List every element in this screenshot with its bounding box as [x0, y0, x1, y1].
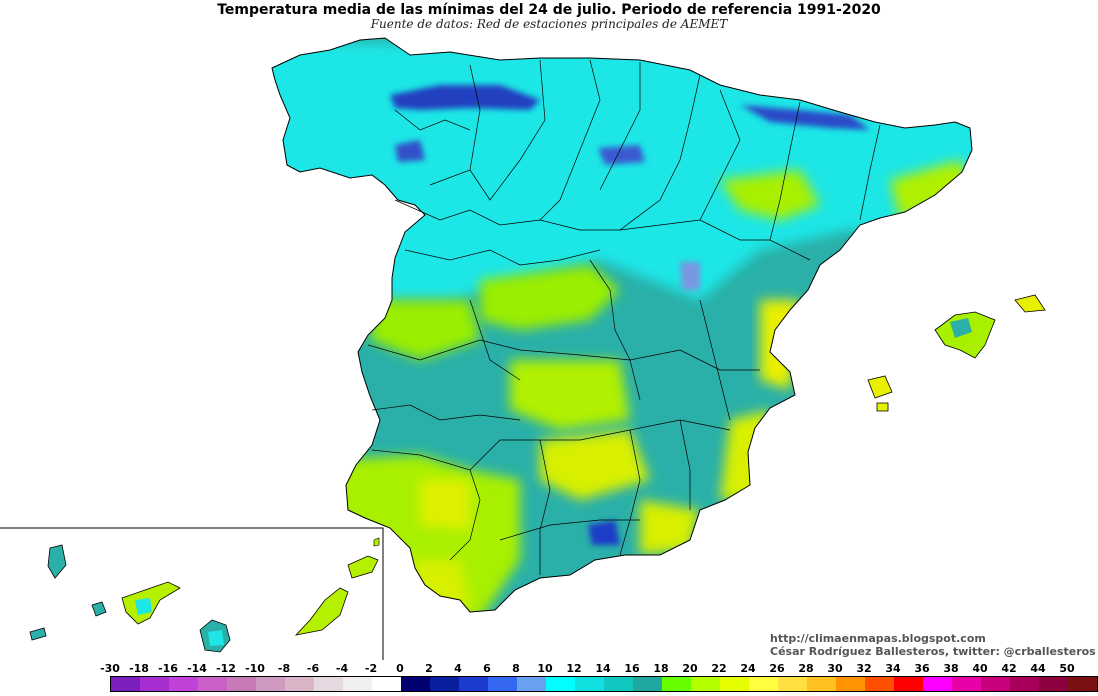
- legend-labels: -30 -18 -16 -14 -12 -10 -8 -6 -4 -2 0 2 4 6 8 10 12 14 16 1…: [95, 662, 1090, 676]
- legend-label: 16: [624, 662, 640, 675]
- legend-label: -4: [335, 662, 349, 675]
- legend-label: 6: [483, 662, 491, 675]
- legend-label: 44: [1030, 662, 1046, 675]
- legend-swatch: [517, 677, 546, 691]
- legend-label: 0: [396, 662, 404, 675]
- legend-swatch: [546, 677, 575, 691]
- legend-swatch: [865, 677, 894, 691]
- legend-label: 26: [769, 662, 785, 675]
- legend-swatch: [575, 677, 604, 691]
- legend-label: 20: [682, 662, 698, 675]
- legend-swatch: [459, 677, 488, 691]
- author-credit: César Rodríguez Ballesteros, twitter: @c…: [770, 645, 1096, 658]
- legend-color-bar: [110, 676, 1098, 692]
- legend-label: 18: [653, 662, 669, 675]
- legend-label: 50: [1059, 662, 1075, 675]
- province-borders: [367, 59, 881, 575]
- legend-swatch: [894, 677, 923, 691]
- legend-swatch: [633, 677, 662, 691]
- legend-swatch: [691, 677, 720, 691]
- legend-label: 40: [972, 662, 988, 675]
- legend-swatch: [430, 677, 459, 691]
- legend-label: 34: [885, 662, 901, 675]
- legend-label: -8: [277, 662, 291, 675]
- legend-label: 32: [856, 662, 872, 675]
- legend-swatch: [662, 677, 691, 691]
- map-title: Temperatura media de las mínimas del 24 …: [217, 2, 881, 18]
- peninsula-map: [271, 37, 973, 613]
- legend-label: -6: [306, 662, 320, 675]
- legend-swatch: [169, 677, 198, 691]
- legend-swatch: [314, 677, 343, 691]
- legend-swatch: [923, 677, 952, 691]
- legend-swatch: [343, 677, 372, 691]
- legend-label: -10: [245, 662, 265, 675]
- legend-label: 36: [914, 662, 930, 675]
- legend-swatch: [256, 677, 285, 691]
- legend-label: 24: [740, 662, 756, 675]
- legend-swatch: [604, 677, 633, 691]
- legend-swatch: [1039, 677, 1068, 691]
- canary-islands-inset: [0, 527, 384, 660]
- legend-swatch: [1068, 677, 1097, 691]
- legend-label: 14: [595, 662, 611, 675]
- legend-label: 42: [1001, 662, 1017, 675]
- legend-label: 2: [425, 662, 433, 675]
- legend-swatch: [1010, 677, 1039, 691]
- legend-label: 12: [566, 662, 582, 675]
- legend-label: -18: [129, 662, 149, 675]
- legend-label: 22: [711, 662, 727, 675]
- balearic-islands: [867, 294, 1046, 412]
- legend-label: -2: [364, 662, 378, 675]
- legend-swatch: [111, 677, 140, 691]
- blog-credit: http://climaenmapas.blogspot.com: [770, 632, 986, 645]
- legend-swatch: [140, 677, 169, 691]
- legend-swatch: [198, 677, 227, 691]
- legend-swatch: [836, 677, 865, 691]
- legend-label: -14: [187, 662, 207, 675]
- legend-label: -12: [216, 662, 236, 675]
- legend-label: -30: [100, 662, 120, 675]
- legend-swatch: [807, 677, 836, 691]
- legend-swatch: [285, 677, 314, 691]
- legend-label: 4: [454, 662, 462, 675]
- legend-label: 8: [512, 662, 520, 675]
- legend-swatch: [981, 677, 1010, 691]
- map-subtitle: Fuente de datos: Red de estaciones princ…: [370, 17, 728, 31]
- legend-label: 28: [798, 662, 814, 675]
- legend-swatch: [401, 677, 430, 691]
- legend-label: -16: [158, 662, 178, 675]
- legend-swatch: [778, 677, 807, 691]
- legend-label: 10: [537, 662, 553, 675]
- legend-label: 38: [943, 662, 959, 675]
- legend-swatch: [488, 677, 517, 691]
- legend-swatch: [720, 677, 749, 691]
- legend-label: 30: [827, 662, 843, 675]
- legend-swatch: [749, 677, 778, 691]
- legend-swatch: [227, 677, 256, 691]
- legend-swatch: [372, 677, 401, 691]
- legend-swatch: [952, 677, 981, 691]
